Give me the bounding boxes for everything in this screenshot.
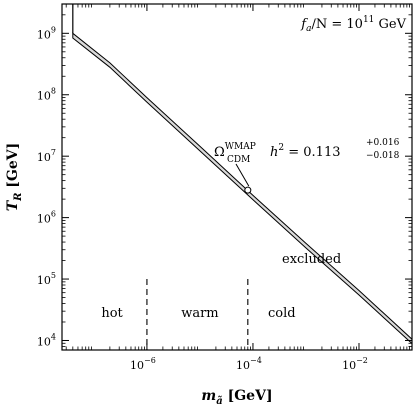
fa-unit: GeV [374,17,406,32]
y-axis-label: TR [GeV] [5,143,24,212]
wmap-marker [244,186,252,194]
x-axis-symbol: m [201,388,216,404]
y-tick-base-3: 10 [37,151,51,164]
x-axis-subscript: ã [216,396,222,407]
omega-symbol: Ω [214,145,225,160]
y-tick-exp-2: 6 [51,210,56,219]
fa-rest: /N = 10 [311,17,362,32]
x-tick-label-0: 10−6 [130,356,156,372]
relic-density-band [72,32,412,345]
x-tick-base-0: 10 [130,359,144,372]
x-tick-exp-0: −6 [144,356,156,365]
x-axis-label: mã [GeV] [201,388,272,407]
omega-h-exponent: 2 [278,143,284,153]
omega-annotation: ΩWMAP CDM h2 = 0.113 +0.016 −0.018 [214,138,400,187]
x-tick-base-1: 10 [236,359,250,372]
omega-plus-error: +0.016 [366,138,400,148]
x-axis-unit: [GeV] [223,388,273,404]
plot-clipped-group [72,4,412,350]
fa-exponent: 11 [363,15,374,25]
omega-minus-error: −0.018 [366,151,400,161]
y-axis-symbol: T [5,199,21,211]
omega-h: h [270,145,278,160]
omega-rest-text: h2 = 0.113 [270,143,340,160]
omega-value: = 0.113 [284,145,340,160]
y-axis-subscript: R [13,193,24,202]
region-label-hot: hot [101,306,123,321]
omega-subscript: CDM [227,155,250,165]
y-tick-label-1: 105 [37,271,56,287]
y-tick-exp-4: 8 [51,87,56,96]
x-tick-base-2: 10 [342,359,356,372]
x-tick-exp-2: −2 [356,356,368,365]
y-tick-base-4: 10 [37,90,51,103]
y-axis-unit: [GeV] [5,143,21,193]
y-tick-exp-5: 9 [51,25,56,34]
y-tick-label-0: 104 [37,332,56,348]
y-tick-base-5: 10 [37,28,51,41]
fa-annotation: fa/N = 1011 GeV [300,15,406,34]
plot-frame [61,3,413,351]
region-label-cold: cold [268,306,296,321]
y-tick-exp-1: 5 [51,271,56,280]
y-tick-label-2: 106 [37,210,56,226]
x-tick-label-2: 10−2 [342,356,368,372]
y-tick-base-2: 10 [37,213,51,226]
omega-superscript: WMAP [225,142,256,152]
y-tick-label-3: 107 [37,148,56,164]
fa-symbol: f [300,17,308,32]
x-tick-exp-1: −4 [250,356,262,365]
plot-content [72,4,412,350]
omega-main-text: ΩWMAP [214,142,256,160]
region-label-warm: warm [181,306,218,321]
y-tick-exp-3: 7 [51,148,56,157]
y-tick-base-1: 10 [37,274,51,287]
omega-pointer-line [235,163,250,187]
y-tick-label-4: 108 [37,87,56,103]
y-tick-exp-0: 4 [51,332,56,341]
x-tick-label-1: 10−4 [236,356,262,372]
y-tick-label-5: 109 [37,25,56,41]
y-tick-base-0: 10 [37,335,51,348]
excluded-label: excluded [282,252,341,267]
fa-subscript: a [306,24,311,34]
